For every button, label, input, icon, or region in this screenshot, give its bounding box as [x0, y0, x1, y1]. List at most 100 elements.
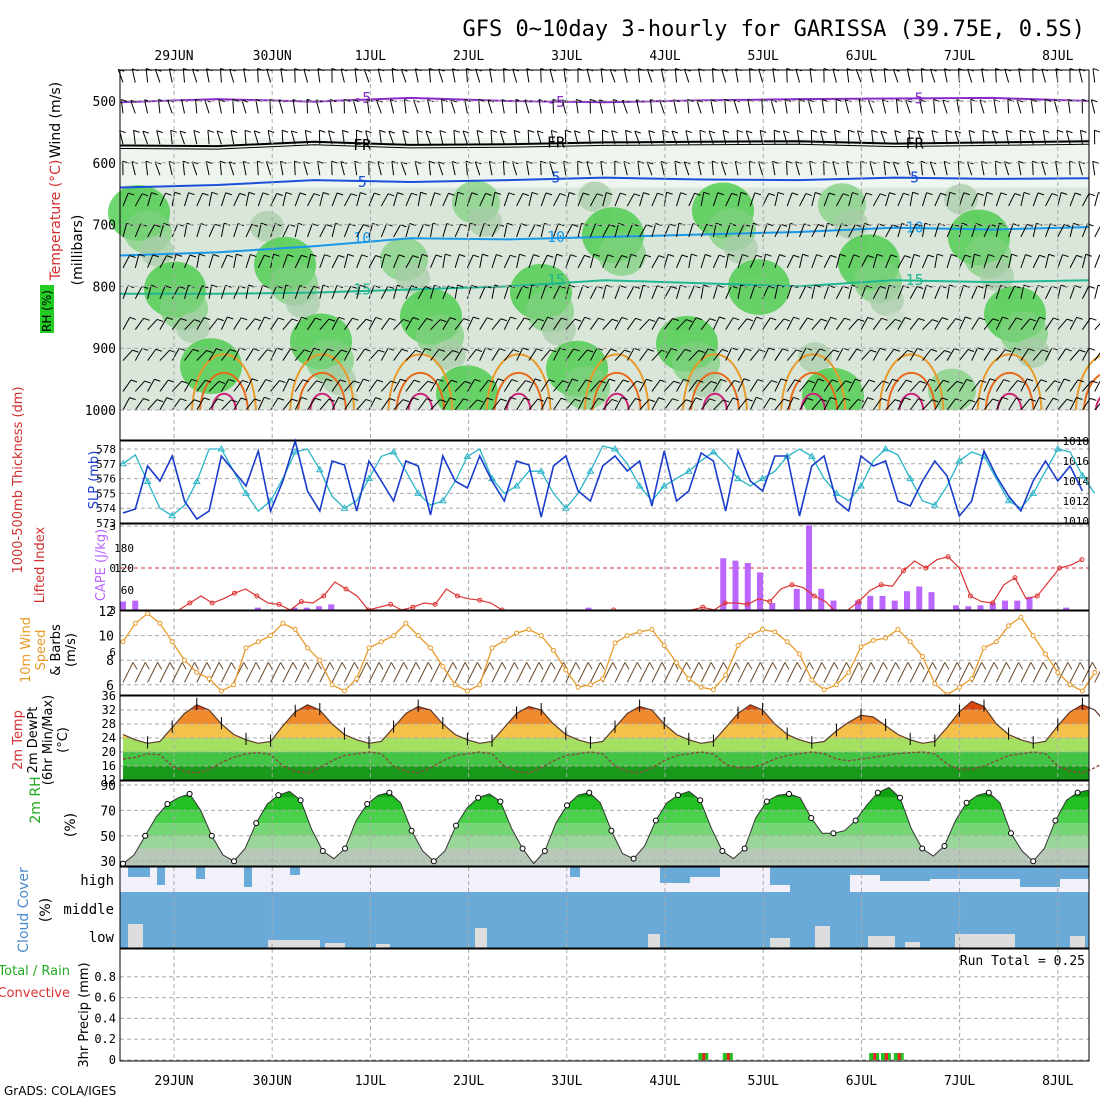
wind-barb [1045, 223, 1051, 238]
wind-barb [479, 285, 486, 299]
wind-barb-flag [1051, 193, 1059, 197]
wind-barb [1045, 317, 1054, 330]
wind-barb [722, 130, 727, 145]
wind-barb [942, 99, 948, 114]
wind-barb-flag [356, 129, 363, 133]
wind-barb [848, 285, 853, 299]
axis-label: Wind (m/s) [48, 82, 64, 158]
wind-barb [1079, 130, 1083, 145]
wind-barb-flag [643, 192, 650, 196]
wind-barb [799, 662, 810, 683]
wind-barb-flag [903, 192, 910, 196]
wind-speed-point [649, 626, 655, 632]
wind-barb-flag [745, 348, 752, 352]
wind-speed-point [157, 620, 163, 626]
thickness-point [242, 489, 250, 496]
wind-barb [835, 347, 844, 361]
wind-barb [442, 285, 449, 299]
wind-barb [516, 285, 523, 299]
wind-barb-flag [462, 130, 470, 134]
wind-barb-flag [941, 397, 948, 401]
wind-barb [257, 379, 267, 392]
wind-speed-point [1067, 682, 1073, 688]
wind-barb [614, 255, 623, 269]
wind-barb [848, 662, 860, 683]
wind-barb [749, 223, 754, 238]
wind-barb [563, 68, 567, 83]
wind-barb [958, 316, 966, 330]
wind-barb [823, 192, 830, 207]
wind-barb-flag [514, 129, 521, 133]
wind-barb [451, 161, 456, 176]
wind-barb-flag [647, 348, 654, 352]
thickness-point [192, 477, 201, 485]
wind-barb-flag [1079, 662, 1085, 670]
wind-barb [233, 380, 243, 392]
wind-barb [553, 285, 561, 299]
wind-barb [931, 130, 936, 145]
wind-barb [589, 254, 595, 268]
wind-barb [786, 223, 791, 238]
wind-speed-point [735, 642, 741, 648]
wind-barb-flag [855, 378, 862, 382]
wind-barb [208, 348, 217, 361]
li-point [700, 604, 706, 610]
wind-barb-flag [1076, 316, 1083, 320]
wind-barb [710, 99, 714, 114]
wind-barb [245, 284, 250, 299]
bottom-date-label: 3JUL [551, 1074, 582, 1089]
wind-speed-point [1030, 633, 1036, 639]
wind-barb-flag [250, 254, 257, 258]
wind-barb [649, 99, 653, 114]
wind-barb [799, 347, 807, 361]
wind-barb [220, 254, 228, 269]
wind-barb-flag [892, 161, 900, 165]
axis-label: SLP (mb) [87, 451, 102, 510]
wind-barb-flag [708, 348, 715, 352]
wind-barb [441, 99, 444, 114]
wind-barb-flag [203, 317, 211, 321]
wind-barb [491, 192, 496, 207]
wind-barb [685, 130, 690, 145]
wind-barb-flag [1042, 349, 1049, 353]
wind-barb-flag [759, 662, 765, 670]
wind-barb-flag [375, 255, 382, 258]
wind-barb [1008, 397, 1017, 411]
wind-barb [1045, 347, 1053, 361]
wind-speed-point [833, 682, 839, 688]
wind-barb-flag [154, 378, 161, 382]
top-date-label: 4JUL [649, 49, 680, 64]
wind-barb [1042, 130, 1046, 145]
wind-barb-flag [533, 254, 540, 258]
wind-barb [846, 161, 850, 176]
wind-barb [233, 317, 242, 330]
wind-barb [1081, 223, 1088, 238]
wind-barb [442, 350, 453, 361]
cape-bar [328, 604, 335, 610]
wind-barb-flag [894, 318, 902, 322]
thickness-point [340, 504, 349, 511]
wind-barb [245, 378, 253, 392]
wind-barb [1067, 99, 1071, 114]
wind-barb-flag [905, 99, 912, 103]
wind-barb [823, 255, 831, 269]
wind-barb [257, 68, 259, 83]
wind-barb [405, 223, 411, 238]
wind-barb-flag [769, 397, 777, 401]
wind-barb [282, 192, 287, 207]
wind-barb-flag [917, 130, 925, 134]
wind-barb [934, 397, 943, 411]
wind-barb [220, 285, 226, 299]
wind-barb [993, 99, 997, 114]
wind-barb [540, 223, 545, 238]
wind-barb-flag [779, 254, 786, 258]
thickness-point [291, 447, 300, 455]
wind-barb-flag [510, 254, 517, 258]
wind-barb-flag [662, 129, 669, 133]
wind-barb [897, 379, 907, 392]
wind-barb [331, 662, 343, 683]
chart-title: GFS 0~10day 3-hourly for GARISSA (39.75E… [462, 17, 1085, 42]
wind-barb [219, 68, 222, 83]
rh-point [364, 801, 371, 808]
wind-barb [946, 398, 956, 411]
